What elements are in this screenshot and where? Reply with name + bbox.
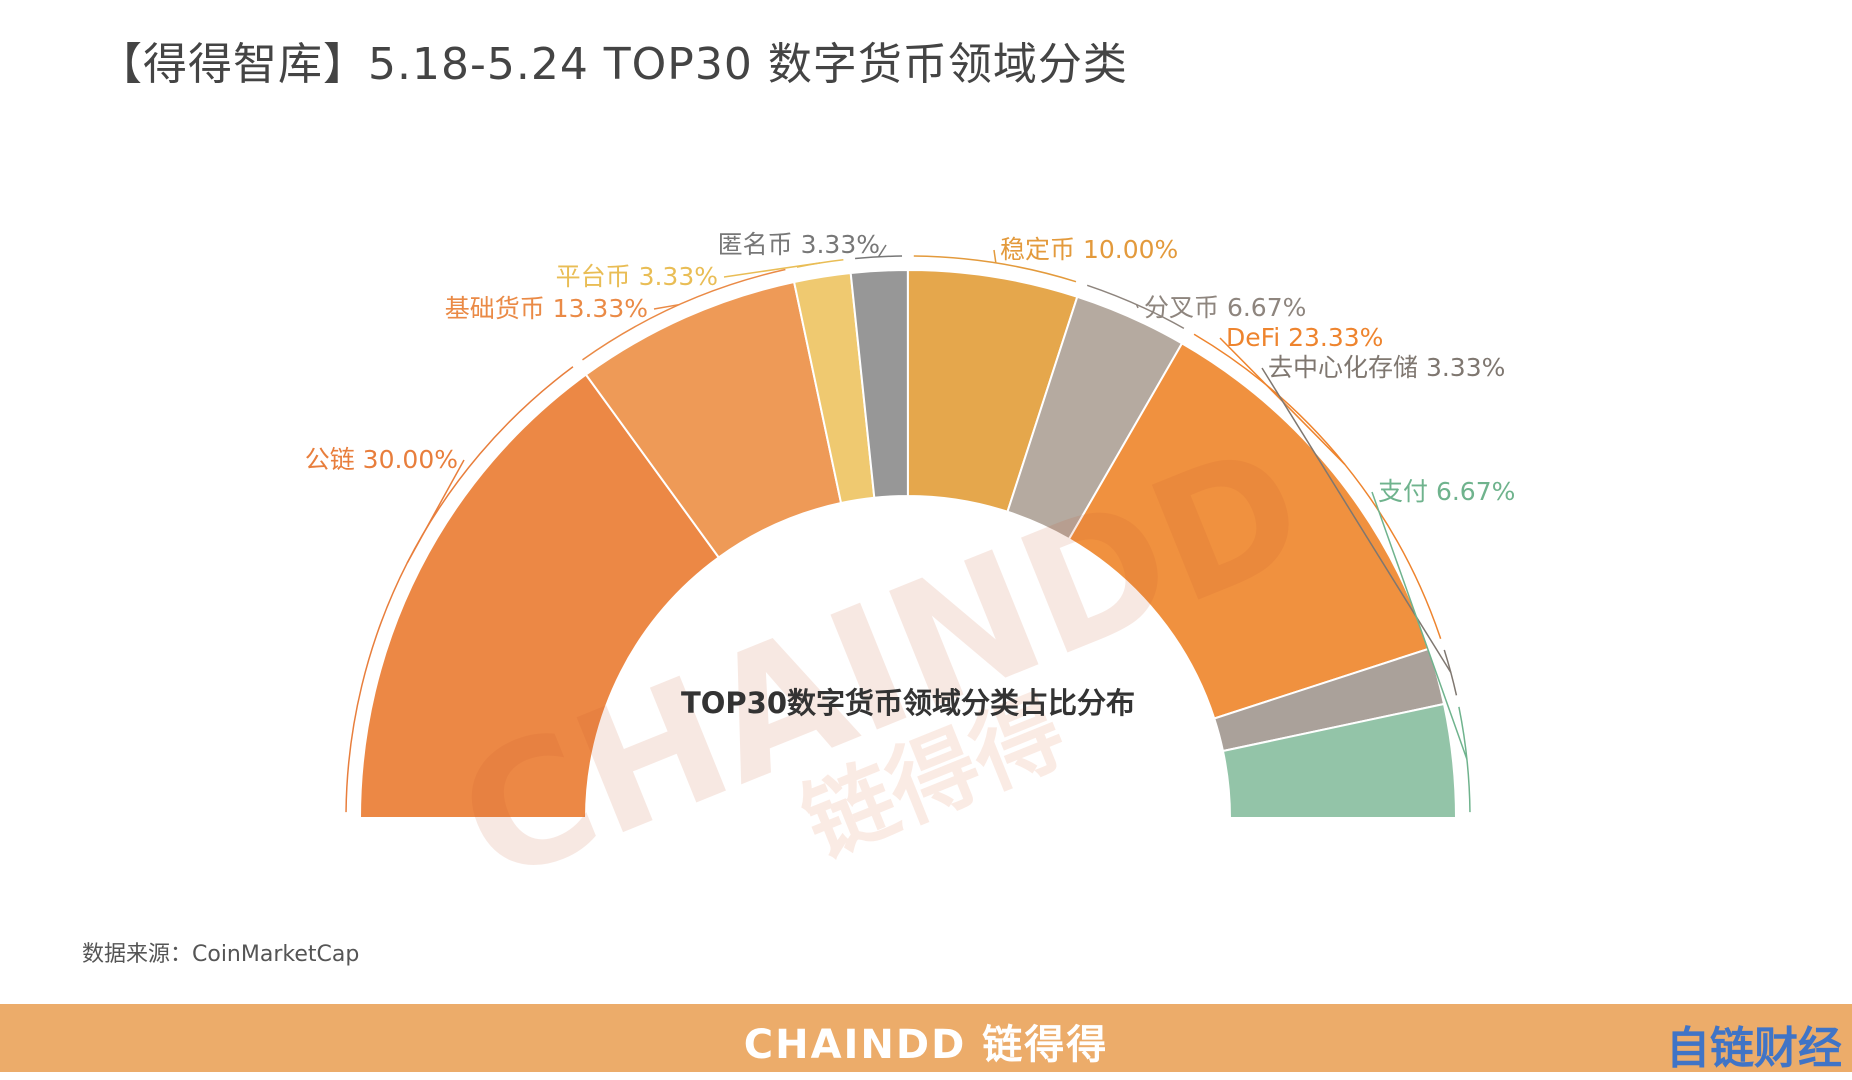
slice-label-4: 稳定币 10.00% <box>1000 235 1178 264</box>
chart-leader-lines <box>345 244 1471 813</box>
chart-slices <box>358 268 1458 819</box>
leader-line-3 <box>877 244 887 258</box>
leader-line-0 <box>406 459 465 564</box>
leader-bracket-4 <box>913 255 1077 283</box>
leader-bracket-8 <box>1458 706 1471 813</box>
chart-center-label: TOP30数字货币领域分类占比分布 <box>681 686 1135 720</box>
slice-label-0: 公链 30.00% <box>305 445 458 474</box>
slice-label-1: 基础货币 13.33% <box>445 294 648 323</box>
footer-brand: CHAINDD 链得得 <box>743 1022 1109 1068</box>
semi-donut-chart: 公链 30.00% 基础货币 13.33% 平台币 3.33%匿名币 3.33% 稳定… <box>305 230 1516 923</box>
leader-bracket-7 <box>1443 649 1458 696</box>
slice-label-5: 分叉币 6.67% <box>1144 293 1306 322</box>
pie-slice-0 <box>358 373 721 819</box>
slice-label-8: 支付 6.67% <box>1378 477 1515 506</box>
chart-slice-labels: 公链 30.00% 基础货币 13.33% 平台币 3.33%匿名币 3.33% 稳定… <box>305 230 1516 506</box>
leader-bracket-1 <box>582 268 786 361</box>
leader-line-1 <box>653 303 680 310</box>
slice-label-6: DeFi 23.33% <box>1226 323 1383 352</box>
pie-slice-8 <box>1221 702 1458 819</box>
leader-line-8 <box>1371 491 1468 760</box>
slice-label-7: 去中心化存储 3.33% <box>1268 353 1505 382</box>
leader-line-2 <box>723 262 821 278</box>
pie-slice-6 <box>1067 342 1431 720</box>
footer-bar <box>0 1004 1852 1072</box>
data-source-note: 数据来源：CoinMarketCap <box>82 942 360 967</box>
page-title: 【得得智库】5.18-5.24 TOP30 数字货币领域分类 <box>98 39 1128 90</box>
slice-label-2: 平台币 3.33% <box>556 262 718 291</box>
leader-line-4 <box>993 249 997 264</box>
leader-line-7 <box>1261 367 1452 673</box>
leader-line-5 <box>1135 304 1139 309</box>
slice-label-3: 匿名币 3.33% <box>718 230 880 259</box>
corner-logo: 自链财经 <box>1666 1023 1842 1074</box>
